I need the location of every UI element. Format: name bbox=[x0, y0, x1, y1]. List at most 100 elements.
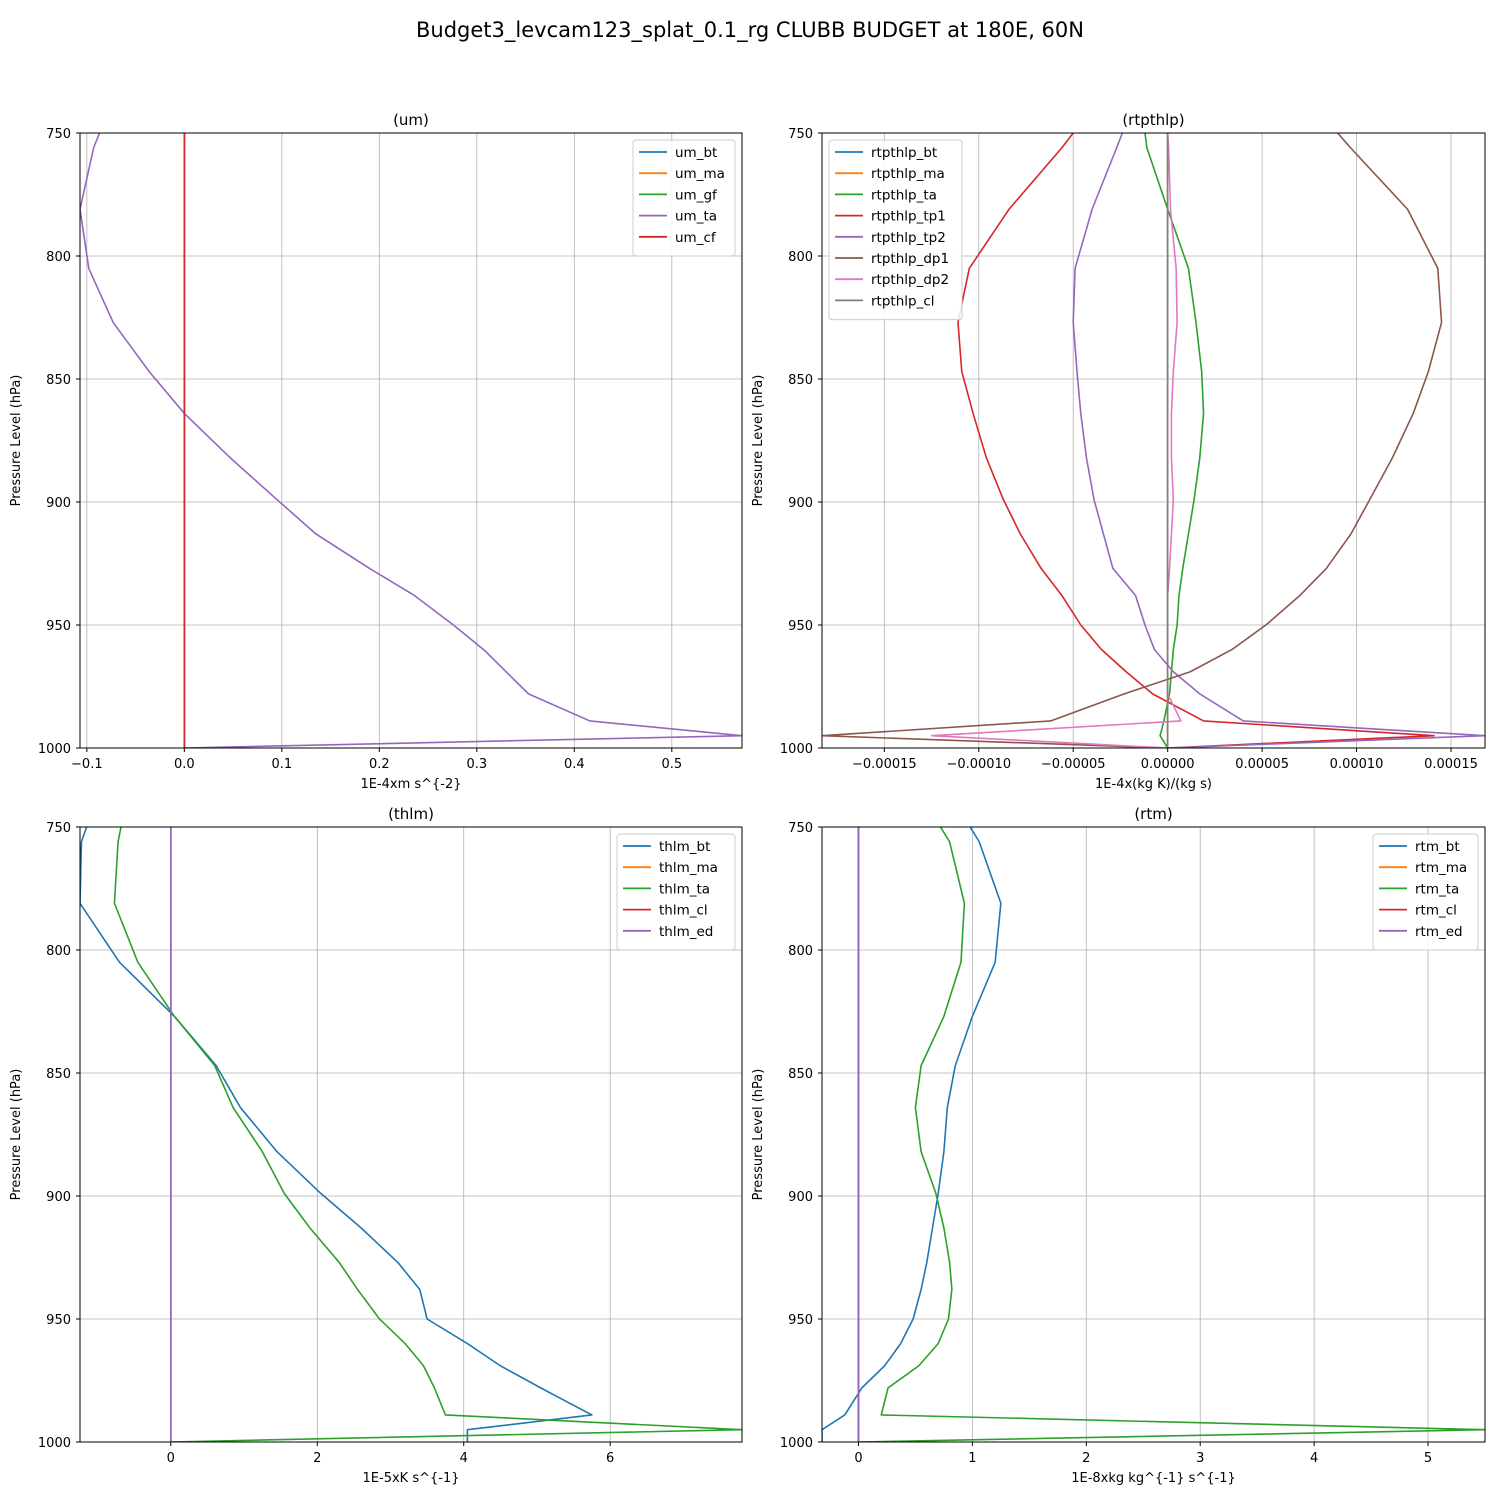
legend-entry-um_gf: um_gf bbox=[675, 187, 718, 203]
series-group bbox=[822, 827, 1485, 1442]
legend: rtm_bt rtm_ma rtm_ta rtm_cl rtm_ed bbox=[1372, 833, 1479, 951]
legend-entry-thlm_ed: thlm_ed bbox=[659, 924, 713, 940]
legend-entry-rtpthlp_dp1: rtpthlp_dp1 bbox=[871, 251, 949, 267]
x-tick-label: 1 bbox=[968, 1451, 976, 1466]
x-tick-label: 0.0 bbox=[174, 757, 195, 772]
y-tick-label: 1000 bbox=[780, 742, 813, 757]
y-tick-label: 750 bbox=[788, 127, 813, 142]
y-tick-label: 950 bbox=[788, 1313, 813, 1328]
legend-entry-rtpthlp_dp2: rtpthlp_dp2 bbox=[871, 272, 949, 288]
series-line-rtpthlp_tp2 bbox=[1072, 133, 1485, 748]
legend: rtpthlp_bt rtpthlp_ma rtpthlp_ta rtpthlp_tp… bbox=[828, 139, 963, 321]
x-tick-label: 0.5 bbox=[661, 757, 682, 772]
x-tick-label: −0.00010 bbox=[946, 757, 1011, 772]
legend-frame bbox=[616, 833, 736, 951]
x-tick-label: 4 bbox=[460, 1451, 468, 1466]
y-tick-label: 800 bbox=[788, 944, 813, 959]
legend-entry-um_ta: um_ta bbox=[675, 209, 717, 225]
y-tick-label: 850 bbox=[788, 1067, 813, 1082]
legend-entry-rtpthlp_cl: rtpthlp_cl bbox=[871, 293, 935, 309]
axes-frame bbox=[821, 826, 1486, 1443]
legend-entry-rtm_ta: rtm_ta bbox=[1415, 881, 1459, 897]
y-tick-label: 950 bbox=[46, 1313, 71, 1328]
y-tick-label: 850 bbox=[46, 373, 71, 388]
axes-frame bbox=[79, 826, 743, 1443]
series-line-rtm_ta bbox=[858, 827, 1485, 1442]
legend-frame bbox=[828, 139, 963, 321]
panel-2: 0 2 4 6 750 800 850 900 950 1000 (thlm) 1E-5xK s^{-… bbox=[9, 805, 743, 1486]
axes-frame bbox=[79, 132, 743, 749]
legend-entry-rtm_cl: rtm_cl bbox=[1415, 903, 1457, 919]
legend-entry-rtpthlp_ma: rtpthlp_ma bbox=[871, 166, 945, 182]
series-line-rtm_bt bbox=[822, 827, 1002, 1442]
y-tick-label: 950 bbox=[46, 619, 71, 634]
x-tick-label: 3 bbox=[1196, 1451, 1204, 1466]
y-tick-label: 900 bbox=[46, 496, 71, 511]
x-tick-label: 0.00015 bbox=[1424, 757, 1478, 772]
legend-entry-rtpthlp_ta: rtpthlp_ta bbox=[871, 187, 937, 203]
legend-entry-thlm_ma: thlm_ma bbox=[659, 860, 718, 876]
series-group bbox=[80, 827, 742, 1442]
x-tick-label: 4 bbox=[1310, 1451, 1318, 1466]
y-axis-label: Pressure Level (hPa) bbox=[9, 375, 24, 507]
legend-entry-um_bt: um_bt bbox=[675, 145, 717, 161]
y-tick-label: 1000 bbox=[38, 742, 71, 757]
legend: um_bt um_ma um_gf um_ta um_cf bbox=[632, 139, 736, 257]
x-axis-label: 1E-4x(kg K)/(kg s) bbox=[1095, 777, 1212, 792]
series-line-um_ta bbox=[80, 133, 742, 748]
panel-title: (rtpthlp) bbox=[1122, 111, 1184, 129]
x-tick-label: 0.00005 bbox=[1235, 757, 1289, 772]
legend-entry-um_ma: um_ma bbox=[675, 166, 725, 182]
y-tick-label: 900 bbox=[788, 496, 813, 511]
y-tick-label: 750 bbox=[46, 821, 71, 836]
y-tick-label: 850 bbox=[788, 373, 813, 388]
y-tick-label: 950 bbox=[788, 619, 813, 634]
x-tick-label: −0.1 bbox=[71, 757, 103, 772]
figure-title: Budget3_levcam123_splat_0.1_rg CLUBB BUD… bbox=[416, 18, 1084, 43]
x-tick-label: 0.00010 bbox=[1330, 757, 1384, 772]
panel-title: (um) bbox=[393, 111, 429, 129]
x-tick-label: 2 bbox=[313, 1451, 321, 1466]
x-tick-label: 0 bbox=[167, 1451, 175, 1466]
x-axis-label: 1E-5xK s^{-1} bbox=[363, 1471, 460, 1486]
legend-entry-rtm_ma: rtm_ma bbox=[1415, 860, 1467, 876]
x-tick-label: −0.00005 bbox=[1041, 757, 1106, 772]
x-tick-label: 0.1 bbox=[271, 757, 292, 772]
y-tick-label: 850 bbox=[46, 1067, 71, 1082]
x-tick-label: 0.2 bbox=[369, 757, 390, 772]
x-axis-label: 1E-4xm s^{-2} bbox=[360, 777, 461, 792]
legend-entry-thlm_ta: thlm_ta bbox=[659, 881, 710, 897]
x-tick-label: 5 bbox=[1424, 1451, 1432, 1466]
series-group bbox=[822, 133, 1485, 748]
panel-title: (thlm) bbox=[388, 805, 434, 823]
legend: thlm_bt thlm_ma thlm_ta thlm_cl thlm_ed bbox=[616, 833, 736, 951]
series-line-thlm_bt bbox=[80, 827, 593, 1442]
legend-entry-rtm_ed: rtm_ed bbox=[1415, 924, 1463, 940]
legend-entry-rtpthlp_tp2: rtpthlp_tp2 bbox=[871, 230, 946, 246]
y-tick-label: 800 bbox=[46, 250, 71, 265]
x-tick-label: 0.4 bbox=[564, 757, 585, 772]
legend-entry-rtm_bt: rtm_bt bbox=[1415, 839, 1460, 855]
x-tick-label: 0.3 bbox=[466, 757, 487, 772]
y-tick-label: 800 bbox=[46, 944, 71, 959]
legend-entry-thlm_bt: thlm_bt bbox=[659, 839, 710, 855]
panel-1: −0.00015 −0.00010 −0.00005 0.00000 0.00005 0.… bbox=[751, 111, 1486, 792]
x-tick-label: 0 bbox=[854, 1451, 862, 1466]
series-line-rtpthlp_ta bbox=[1144, 133, 1205, 748]
y-axis-label: Pressure Level (hPa) bbox=[9, 1069, 24, 1201]
y-tick-label: 1000 bbox=[38, 1436, 71, 1451]
legend-frame bbox=[1372, 833, 1479, 951]
y-axis-label: Pressure Level (hPa) bbox=[751, 1069, 766, 1201]
series-line-rtpthlp_dp1 bbox=[822, 133, 1443, 748]
x-tick-label: 2 bbox=[1082, 1451, 1090, 1466]
series-line-rtpthlp_tp1 bbox=[957, 133, 1435, 748]
axes-frame bbox=[821, 132, 1486, 749]
y-tick-label: 900 bbox=[46, 1190, 71, 1205]
series-line-thlm_ta bbox=[113, 827, 742, 1442]
y-tick-label: 800 bbox=[788, 250, 813, 265]
x-tick-label: 6 bbox=[606, 1451, 614, 1466]
panel-0: −0.1 0.0 0.1 0.2 0.3 0.4 0.5 750 800 850 900 950 100… bbox=[9, 111, 743, 792]
y-tick-label: 1000 bbox=[780, 1436, 813, 1451]
panel-3: 0 1 2 3 4 5 750 800 850 900 950 1000 (rtm) 1E-8xkg kg… bbox=[751, 805, 1486, 1486]
